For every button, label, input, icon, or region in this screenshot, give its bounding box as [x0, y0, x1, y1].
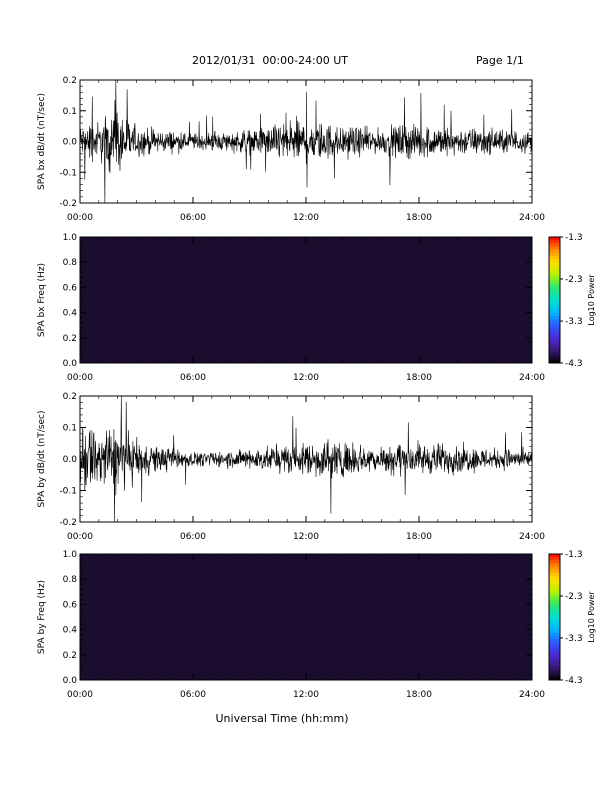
y-tick-label-0-4: -0.2 [59, 199, 77, 209]
figure-title: 2012/01/31 00:00-24:00 UT [192, 54, 348, 67]
y-tick-label-0-2: 0.0 [63, 138, 78, 148]
x-tick-label-0-0: 00:00 [67, 213, 93, 223]
x-tick-label-0-2: 12:00 [293, 213, 319, 223]
x-tick-label-0-3: 18:00 [406, 213, 432, 223]
y-tick-label-0-0: 0.2 [63, 76, 77, 86]
y-tick-label-0-1: 0.1 [63, 107, 77, 117]
page-indicator: Page 1/1 [476, 54, 524, 67]
y-axis-label-0: SPA bx dB/dt (nT/sec) [37, 93, 47, 190]
trace-line-0 [79, 79, 533, 204]
x-tick-label-0-1: 06:00 [180, 213, 206, 223]
y-tick-label-0-3: -0.1 [59, 168, 77, 178]
x-tick-label-0-4: 24:00 [519, 213, 545, 223]
